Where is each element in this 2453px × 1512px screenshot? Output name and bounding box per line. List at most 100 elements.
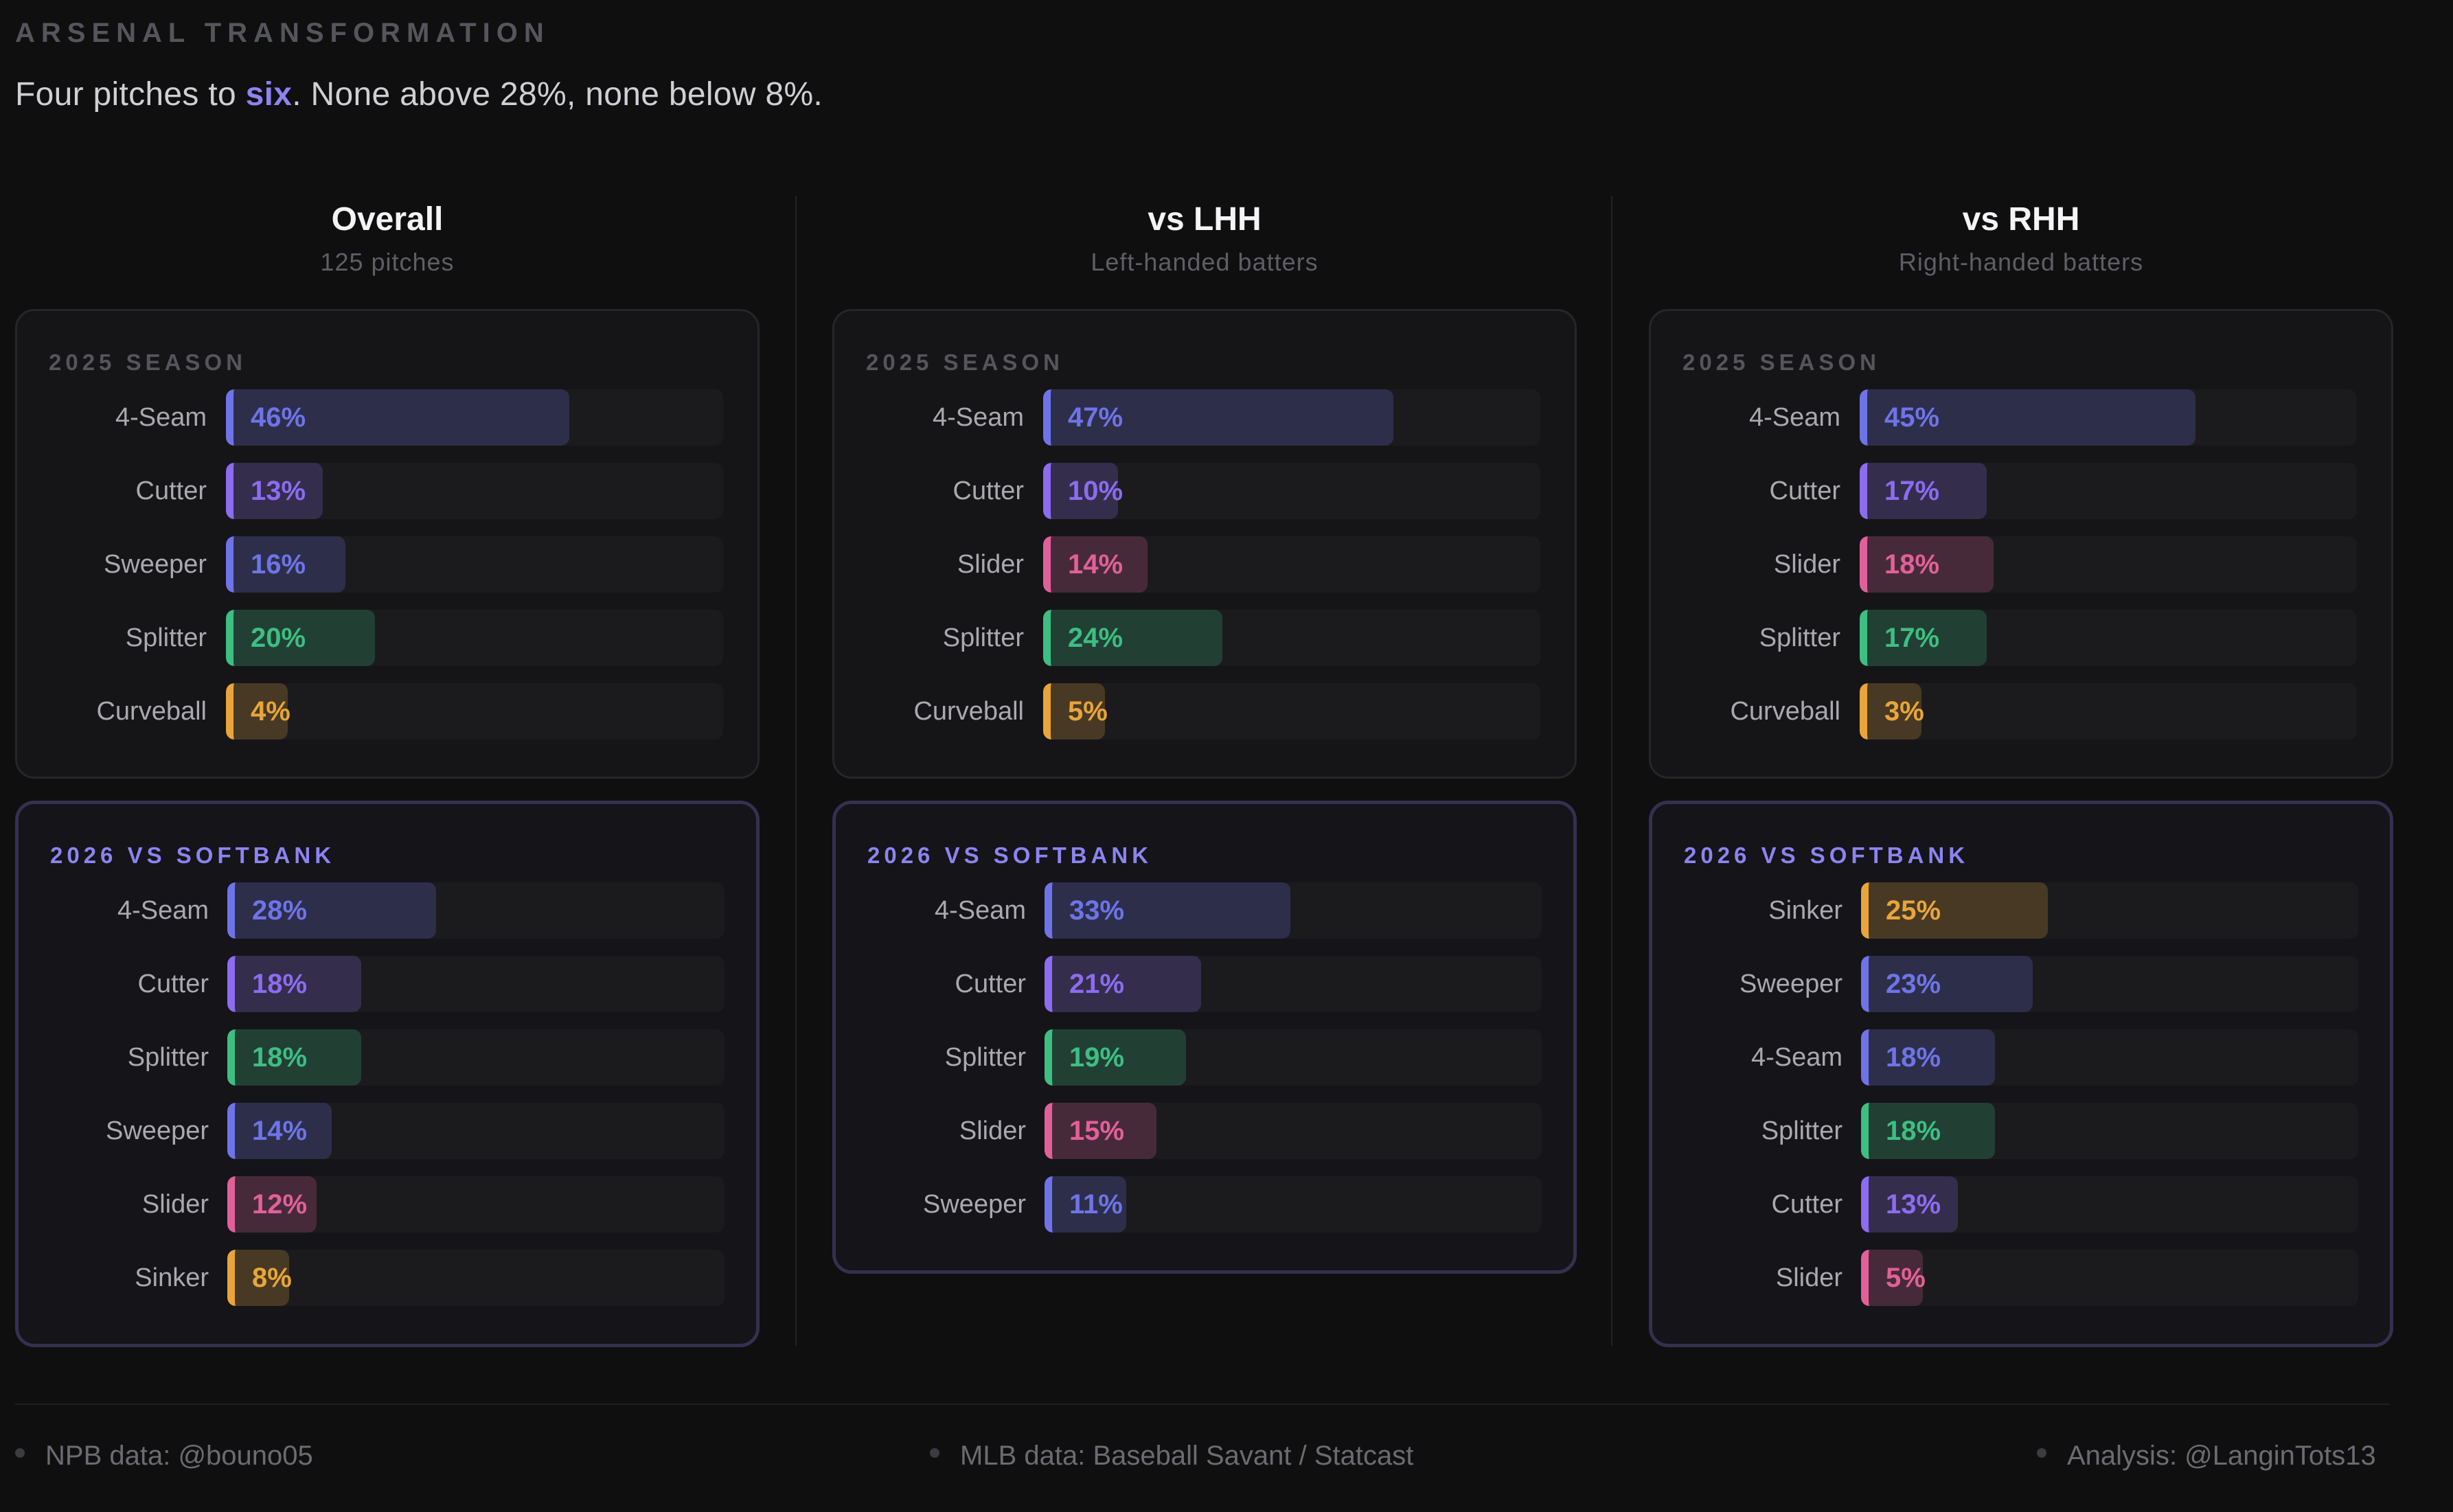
value-label: 18% — [252, 969, 308, 999]
bar-row: Splitter 20% — [17, 610, 757, 683]
pitch-label: Cutter — [137, 970, 209, 998]
value-label: 46% — [251, 402, 306, 433]
bar — [1043, 683, 1105, 740]
bar — [1861, 1029, 1996, 1086]
column-overall: Overall 125 pitches 2025 SEASON 4-Seam 46% Cu… — [15, 192, 760, 1347]
bar-track: 24% — [1043, 610, 1540, 666]
pitch-label: Sinker — [1768, 896, 1842, 925]
footer-npb-text: NPB data: @bouno05 — [45, 1441, 313, 1471]
value-label: 18% — [1884, 549, 1940, 580]
pitch-label: Slider — [141, 1190, 209, 1219]
bar — [1860, 683, 1921, 740]
bar-track: 16% — [226, 536, 723, 593]
column-subtitle: 125 pitches — [320, 248, 455, 276]
bar-rows: 4-Seam 46% Cutter 13% Sweeper 16% Splitter 20% C… — [17, 389, 757, 757]
value-label: 13% — [251, 476, 306, 506]
bar-track: 18% — [227, 956, 725, 1012]
pitch-label: 4-Seam — [934, 896, 1026, 925]
value-label: 19% — [1069, 1042, 1125, 1073]
bar-row: 4-Seam 46% — [17, 389, 757, 463]
bar — [227, 882, 437, 939]
bar-row: Slider 12% — [19, 1176, 756, 1250]
footer-mlb: MLB data: Baseball Savant / Statcast — [930, 1441, 1413, 1471]
bar — [227, 1029, 362, 1086]
bar — [1861, 956, 2033, 1012]
panel-label: 2025 SEASON — [1682, 350, 1880, 375]
value-label: 20% — [251, 623, 306, 653]
bar-row: Splitter 18% — [1652, 1103, 2390, 1176]
value-label: 45% — [1884, 402, 1940, 433]
bar-rows: 4-Seam 28% Cutter 18% Splitter 18% Sweeper 14% S… — [19, 882, 756, 1323]
value-label: 15% — [1069, 1116, 1125, 1146]
pitch-label: Cutter — [1769, 477, 1840, 505]
bar — [1861, 1250, 1923, 1306]
bar — [226, 610, 376, 666]
bar-row: Slider 5% — [1652, 1250, 2390, 1323]
bar-track: 25% — [1861, 882, 2358, 939]
bar-row: Slider 14% — [834, 536, 1575, 610]
column-title: vs RHH — [1962, 201, 2080, 238]
value-label: 12% — [252, 1189, 308, 1219]
value-label: 18% — [252, 1042, 308, 1073]
column-divider — [795, 196, 797, 1346]
pitch-label: Slider — [957, 550, 1024, 579]
bar-row: Splitter 19% — [836, 1029, 1573, 1103]
value-label: 10% — [1068, 476, 1123, 506]
bar — [226, 389, 569, 446]
headline-accent: six — [245, 76, 293, 113]
column-subtitle: Left-handed batters — [1091, 248, 1319, 276]
pitch-label: Cutter — [135, 477, 207, 505]
panel-2025-season: 2025 SEASON 4-Seam 47% Cutter 10% Slider 14% Sp… — [832, 309, 1577, 779]
bar-rows: 4-Seam 47% Cutter 10% Slider 14% Splitter 24% Cu… — [834, 389, 1575, 757]
bar-track: 47% — [1043, 389, 1540, 446]
value-label: 25% — [1886, 895, 1941, 926]
bar-track: 20% — [226, 610, 723, 666]
bar-track: 8% — [227, 1250, 725, 1306]
bar — [226, 463, 323, 519]
bar — [1045, 956, 1202, 1012]
bar-rows: Sinker 25% Sweeper 23% 4-Seam 18% Splitter 18% C… — [1652, 882, 2390, 1323]
value-label: 13% — [1886, 1189, 1941, 1219]
pitch-label: 4-Seam — [1750, 1043, 1842, 1072]
bar-track: 4% — [226, 683, 723, 740]
bar-row: 4-Seam 33% — [836, 882, 1573, 956]
pitch-label: Slider — [959, 1116, 1026, 1145]
bar-row: Splitter 24% — [834, 610, 1575, 683]
bar — [1045, 1103, 1156, 1159]
column-divider — [1611, 196, 1612, 1346]
headline-after: . None above 28%, none below 8%. — [292, 76, 823, 113]
bar-track: 28% — [227, 882, 725, 939]
bar — [1045, 1176, 1127, 1233]
bar — [227, 1250, 289, 1306]
pitch-label: Splitter — [1761, 1116, 1842, 1145]
bar-row: Cutter 21% — [836, 956, 1573, 1029]
bar — [1860, 610, 1987, 666]
bar-track: 5% — [1861, 1250, 2358, 1306]
bullet-icon — [930, 1448, 939, 1458]
value-label: 17% — [1884, 623, 1940, 653]
value-label: 14% — [1068, 549, 1123, 580]
bar-row: Sinker 25% — [1652, 882, 2390, 956]
bar-row: 4-Seam 28% — [19, 882, 756, 956]
bar — [1043, 536, 1148, 593]
pitch-label: Splitter — [127, 1043, 209, 1072]
bar-track: 5% — [1043, 683, 1540, 740]
bar-track: 14% — [1043, 536, 1540, 593]
bar — [1045, 1029, 1187, 1086]
pitch-label: Splitter — [942, 623, 1024, 652]
pitch-label: Cutter — [952, 477, 1024, 505]
bar-track: 46% — [226, 389, 723, 446]
bar — [226, 536, 345, 593]
column-vs-lhh: vs LHH Left-handed batters 2025 SEASON 4-Se… — [832, 192, 1577, 1274]
bar-row: Cutter 13% — [1652, 1176, 2390, 1250]
value-label: 47% — [1068, 402, 1123, 433]
bar — [226, 683, 288, 740]
bar-track: 18% — [1861, 1029, 2358, 1086]
bar-row: Sweeper 23% — [1652, 956, 2390, 1029]
bar — [1045, 882, 1291, 939]
bar — [1860, 536, 1994, 593]
bar-row: 4-Seam 45% — [1651, 389, 2391, 463]
eyebrow: ARSENAL TRANSFORMATION — [15, 18, 550, 48]
bar-track: 13% — [1861, 1176, 2358, 1233]
